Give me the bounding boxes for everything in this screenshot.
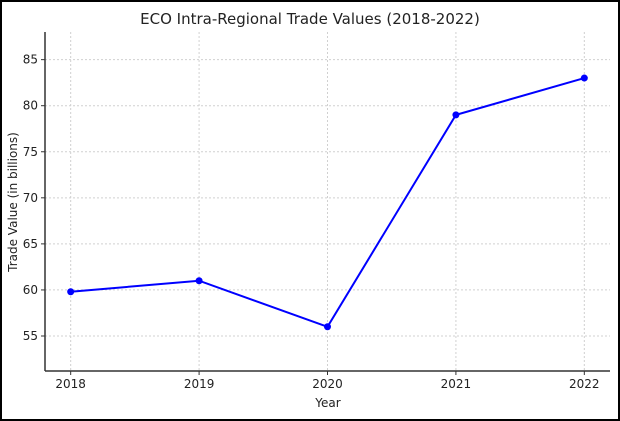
y-tick-label: 65: [23, 237, 38, 251]
x-tick-label: 2018: [55, 377, 86, 391]
y-tick-label: 80: [23, 99, 38, 113]
x-tick-label: 2020: [312, 377, 343, 391]
y-tick-label: 60: [23, 283, 38, 297]
ticks: 55 60 65 70 75 80 85 2018 2019 2020 2021 2022: [23, 53, 600, 391]
y-tick-label: 75: [23, 145, 38, 159]
data-point: [67, 288, 75, 296]
y-tick-label: 55: [23, 329, 38, 343]
y-axis-label: Trade Value (in billions): [6, 132, 20, 273]
data-point: [195, 277, 203, 285]
data-point: [580, 74, 588, 82]
data-point: [452, 111, 460, 119]
x-tick-label: 2019: [184, 377, 215, 391]
x-axis-label: Year: [314, 396, 340, 410]
y-tick-label: 70: [23, 191, 38, 205]
chart-title: ECO Intra-Regional Trade Values (2018-20…: [140, 10, 480, 28]
x-tick-label: 2021: [441, 377, 472, 391]
data-point: [324, 323, 331, 331]
y-tick-label: 85: [23, 53, 38, 67]
series: [67, 74, 588, 331]
grid: [45, 32, 610, 371]
x-tick-label: 2022: [569, 377, 600, 391]
